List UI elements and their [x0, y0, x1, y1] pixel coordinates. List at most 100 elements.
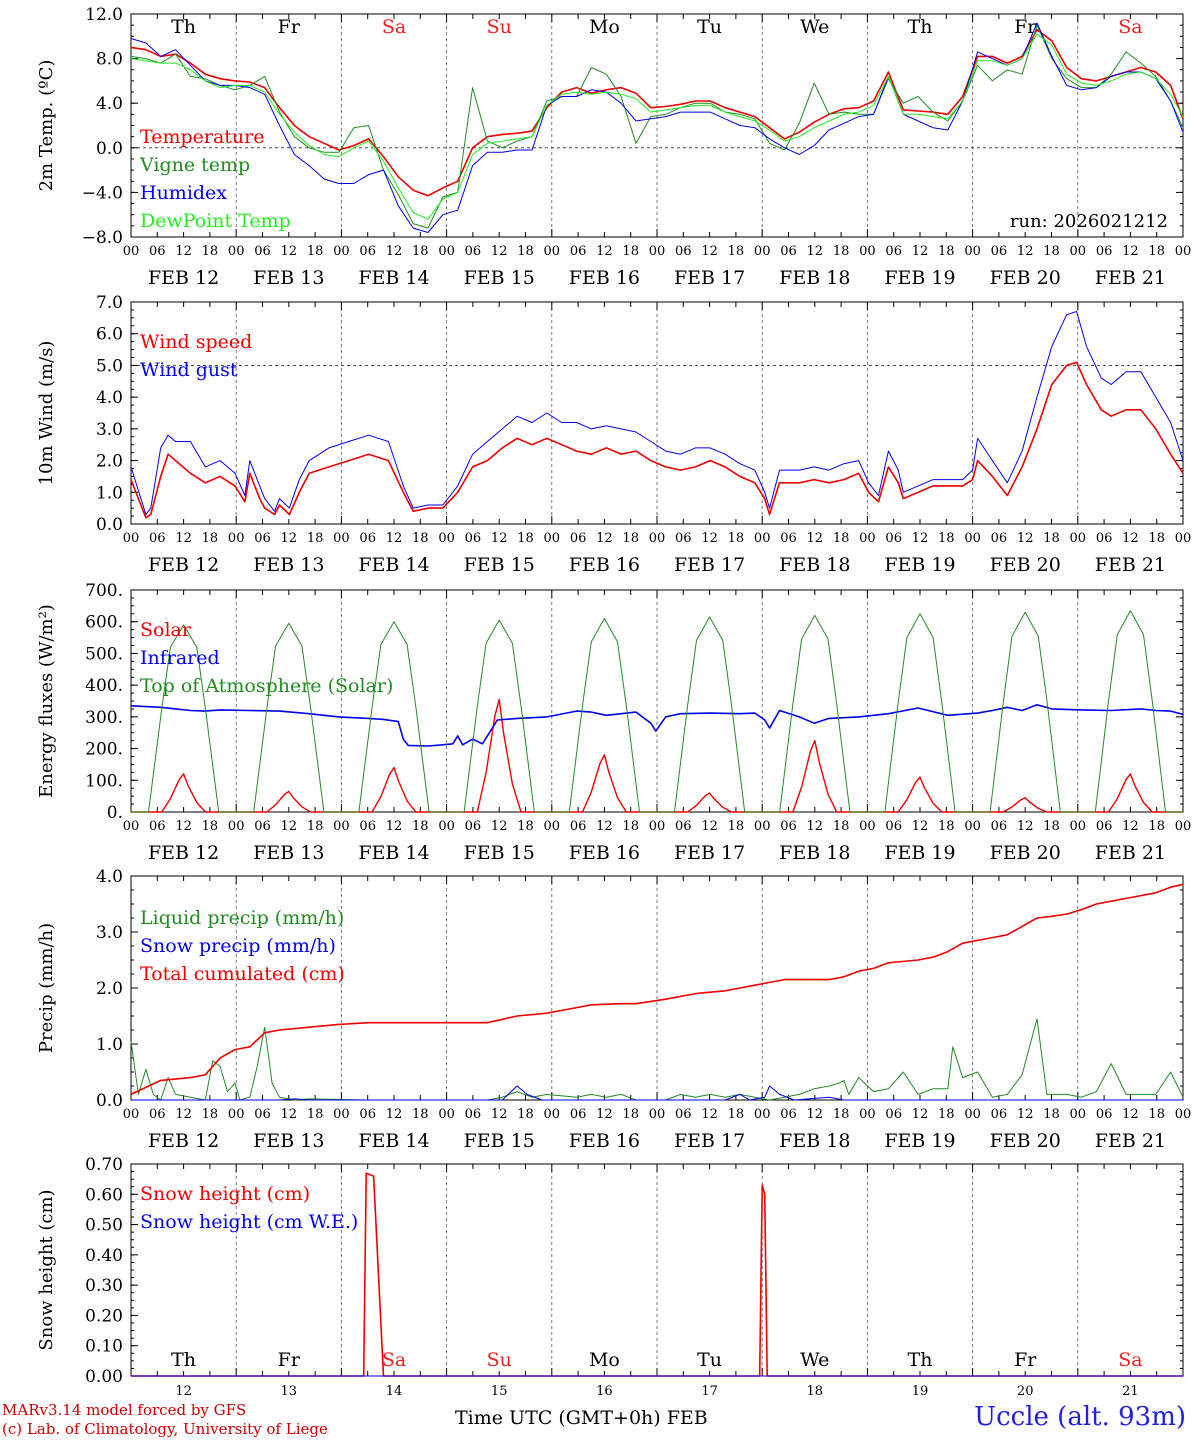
- hour-label: 12: [596, 819, 613, 834]
- date-label: FEB 14: [358, 1130, 429, 1152]
- hour-label: 12: [281, 244, 298, 259]
- hour-label: 00: [438, 819, 455, 834]
- hour-label: 12: [386, 1107, 403, 1122]
- hour-label: 06: [254, 531, 271, 546]
- hour-label: 00: [754, 1107, 771, 1122]
- y-tick-label: 600.: [85, 613, 123, 633]
- date-label: 21: [1122, 1384, 1139, 1399]
- date-label: FEB 19: [884, 267, 955, 289]
- series-line-wind-speed: [130, 361, 1184, 519]
- day-name: Sa: [382, 1349, 406, 1371]
- day-name: We: [800, 1349, 829, 1371]
- hour-label: 12: [175, 819, 192, 834]
- hour-label: 18: [1148, 819, 1165, 834]
- hour-label: 18: [202, 531, 219, 546]
- date-label: FEB 12: [148, 1130, 219, 1152]
- hour-label: 12: [175, 1107, 192, 1122]
- date-label: FEB 13: [253, 842, 324, 864]
- hour-label: 12: [807, 1107, 824, 1122]
- hour-label: 12: [807, 531, 824, 546]
- hour-label: 00: [544, 531, 561, 546]
- legend-entry: Temperature: [140, 126, 264, 148]
- day-name: Sa: [382, 16, 406, 38]
- hour-label: 18: [833, 244, 850, 259]
- hour-label: 12: [1122, 244, 1139, 259]
- y-tick-label: 0.10: [85, 1337, 123, 1357]
- hour-label: 06: [570, 244, 587, 259]
- date-label: 19: [912, 1384, 929, 1399]
- hour-label: 18: [938, 531, 955, 546]
- hour-label: 00: [123, 531, 140, 546]
- hour-label: 00: [438, 244, 455, 259]
- hour-label: 00: [228, 531, 245, 546]
- y-tick-label: 4.0: [96, 867, 123, 887]
- hour-label: 00: [754, 819, 771, 834]
- y-tick-label: 300.: [85, 708, 123, 728]
- hour-label: 00: [649, 244, 666, 259]
- y-tick-label: 0.0: [96, 139, 123, 159]
- date-label: 14: [386, 1384, 403, 1399]
- y-tick-label: 6.0: [96, 325, 123, 345]
- hour-label: 18: [1043, 819, 1060, 834]
- date-label: FEB 17: [674, 554, 745, 576]
- hour-label: 06: [780, 819, 797, 834]
- day-name: Mo: [589, 16, 620, 38]
- date-label: 16: [596, 1384, 613, 1399]
- hour-label: 18: [202, 244, 219, 259]
- day-name: Su: [487, 1349, 512, 1371]
- day-name: Tu: [697, 16, 722, 38]
- y-tick-label: 400.: [85, 676, 123, 696]
- y-axis-title: Energy fluxes (W/m²): [36, 604, 57, 798]
- hour-label: 06: [675, 244, 692, 259]
- station-title: Uccle (alt. 93m): [974, 1402, 1186, 1432]
- y-tick-label: −8.0: [82, 228, 123, 248]
- hour-label: 18: [1043, 1107, 1060, 1122]
- date-label: FEB 12: [148, 554, 219, 576]
- hour-label: 00: [123, 819, 140, 834]
- hour-label: 06: [149, 244, 166, 259]
- day-name: Su: [487, 16, 512, 38]
- hour-label: 00: [1175, 1107, 1192, 1122]
- y-tick-label: 0.60: [85, 1185, 123, 1205]
- day-name: Mo: [589, 1349, 620, 1371]
- hour-label: 06: [254, 244, 271, 259]
- hour-label: 00: [859, 819, 876, 834]
- hour-label: 06: [465, 1107, 482, 1122]
- day-name: Th: [171, 1349, 196, 1371]
- hour-label: 12: [386, 244, 403, 259]
- hour-label: 18: [202, 819, 219, 834]
- hour-label: 18: [412, 1107, 429, 1122]
- hour-label: 18: [728, 819, 745, 834]
- hour-label: 12: [175, 531, 192, 546]
- hour-label: 06: [675, 531, 692, 546]
- series-line-dewpoint-temp: [130, 33, 1184, 220]
- hour-label: 00: [964, 244, 981, 259]
- date-label: FEB 13: [253, 267, 324, 289]
- hour-label: 06: [675, 1107, 692, 1122]
- date-label: FEB 16: [569, 842, 640, 864]
- day-name: Th: [908, 1349, 933, 1371]
- hour-label: 12: [807, 244, 824, 259]
- legend-entry: Snow height (cm): [140, 1183, 310, 1205]
- hour-label: 00: [1070, 1107, 1087, 1122]
- hour-label: 06: [885, 531, 902, 546]
- date-label: FEB 17: [674, 267, 745, 289]
- hour-label: 00: [1175, 531, 1192, 546]
- y-tick-label: 3.0: [96, 420, 123, 440]
- y-tick-label: 0.20: [85, 1306, 123, 1326]
- hour-label: 00: [228, 244, 245, 259]
- date-label: FEB 17: [674, 842, 745, 864]
- hour-label: 00: [1070, 531, 1087, 546]
- date-label: FEB 15: [464, 842, 535, 864]
- hour-label: 06: [780, 1107, 797, 1122]
- y-tick-label: 200.: [85, 740, 123, 760]
- hour-label: 00: [649, 531, 666, 546]
- y-tick-label: 700.: [85, 581, 123, 601]
- hour-label: 12: [701, 531, 718, 546]
- date-label: 18: [807, 1384, 824, 1399]
- hour-label: 12: [491, 819, 508, 834]
- legend-entry: Liquid precip (mm/h): [140, 907, 344, 929]
- hour-label: 00: [964, 1107, 981, 1122]
- hour-label: 18: [517, 1107, 534, 1122]
- y-tick-label: 2.0: [96, 452, 123, 472]
